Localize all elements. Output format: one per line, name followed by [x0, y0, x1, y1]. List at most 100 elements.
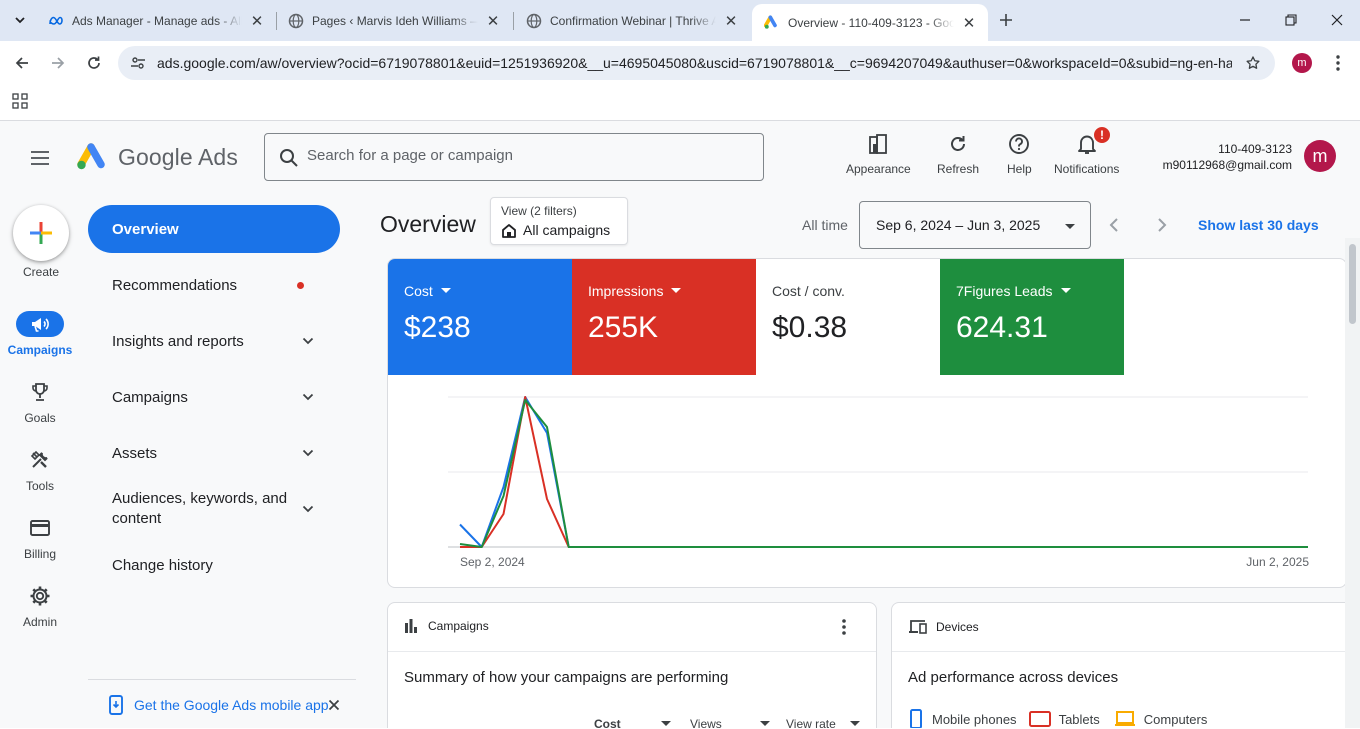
search-input[interactable] — [307, 147, 747, 164]
get-mobile-app-banner[interactable]: Get the Google Ads mobile app — [88, 679, 356, 729]
close-icon[interactable] — [328, 699, 340, 711]
tab-search-button[interactable] — [8, 8, 32, 32]
reload-button[interactable] — [80, 49, 108, 77]
appearance-icon — [866, 132, 890, 156]
new-tab-button[interactable] — [994, 8, 1018, 32]
nav-item-insights[interactable]: Insights and reports — [88, 317, 340, 365]
mobile-phone-icon — [109, 694, 123, 715]
metric-value: $238 — [404, 311, 471, 344]
rail-item-goals[interactable]: Goals — [0, 379, 80, 425]
help-button[interactable]: Help — [1007, 132, 1032, 176]
nav-item-label: Recommendations — [112, 276, 238, 294]
chevron-down-icon — [15, 17, 25, 24]
forward-button[interactable] — [44, 49, 72, 77]
main-content: Overview View (2 filters) All campaigns … — [356, 193, 1360, 728]
arrow-right-icon — [52, 57, 65, 69]
rail-item-billing[interactable]: Billing — [0, 515, 80, 561]
browser-tab-wordpress-pages[interactable]: Pages ‹ Marvis Ideh Williams — WordPress… — [276, 0, 512, 41]
nav-item-campaigns[interactable]: Campaigns — [88, 373, 340, 421]
restore-window-button[interactable] — [1268, 0, 1314, 40]
dropdown-arrow-icon — [759, 721, 770, 726]
dropdown-arrow-icon[interactable] — [440, 288, 451, 294]
date-range-picker[interactable]: Sep 6, 2024 – Jun 3, 2025 — [859, 201, 1091, 249]
close-tab-icon[interactable]: ✕ — [486, 12, 500, 30]
column-header-views[interactable]: Views — [690, 717, 786, 728]
browser-tab-google-ads-overview[interactable]: Overview - 110-409-3123 - Google Ads ✕ — [752, 4, 988, 41]
account-avatar[interactable]: m — [1304, 140, 1336, 172]
plus-icon — [30, 222, 52, 244]
column-header-view-rate[interactable]: View rate — [786, 717, 876, 728]
rail-label: Billing — [23, 547, 56, 561]
nav-item-assets[interactable]: Assets — [88, 429, 340, 477]
chevron-down-icon — [302, 393, 314, 401]
nav-item-change-history[interactable]: Change history — [88, 541, 340, 589]
notifications-button[interactable]: Notifications ! — [1054, 125, 1119, 176]
address-bar[interactable]: ads.google.com/aw/overview?ocid=67190788… — [118, 46, 1275, 80]
minimize-window-button[interactable] — [1222, 0, 1268, 40]
page-scrollbar[interactable] — [1345, 238, 1360, 728]
url-text[interactable]: ads.google.com/aw/overview?ocid=67190788… — [157, 55, 1232, 71]
nav-item-audiences[interactable]: Audiences, keywords, and content — [88, 483, 340, 535]
tab-title: Ads Manager - Manage ads - All campaigns — [72, 13, 242, 28]
close-tab-icon[interactable]: ✕ — [250, 12, 264, 30]
legend-label: Tablets — [1058, 711, 1100, 727]
card-heading: Ad performance across devices — [908, 669, 1119, 686]
previous-period-button[interactable] — [1102, 213, 1126, 237]
dropdown-arrow-icon — [1065, 224, 1075, 229]
next-period-button[interactable] — [1150, 213, 1174, 237]
close-tab-icon[interactable]: ✕ — [962, 14, 976, 32]
date-range-value: Sep 6, 2024 – Jun 3, 2025 — [876, 217, 1041, 233]
close-tab-icon[interactable]: ✕ — [724, 12, 738, 30]
google-ads-logo[interactable]: Google Ads — [76, 143, 238, 171]
metric-tile-cost[interactable]: Cost $238 — [388, 259, 572, 375]
appearance-button[interactable]: Appearance — [846, 132, 911, 176]
divider — [388, 651, 876, 652]
dropdown-arrow-icon[interactable] — [671, 288, 682, 294]
help-label: Help — [1007, 162, 1032, 176]
get-app-link[interactable]: Get the Google Ads mobile app — [134, 696, 329, 713]
bookmark-star-icon[interactable] — [1245, 55, 1261, 71]
site-settings-icon[interactable] — [130, 55, 146, 71]
search-box[interactable] — [264, 133, 764, 181]
x-tick-label-start: Sep 2, 2024 — [460, 555, 525, 569]
metric-label: 7Figures Leads — [956, 283, 1053, 299]
create-button[interactable] — [13, 205, 69, 261]
scrollbar-thumb[interactable] — [1349, 244, 1356, 324]
view-filter-label: View (2 filters) — [501, 204, 577, 218]
tablet-icon — [1028, 711, 1051, 727]
devices-legend: Mobile phones Tablets Computers — [908, 709, 1207, 728]
tab-title: Confirmation Webinar | Thrive Architect — [550, 13, 716, 28]
trophy-icon — [16, 379, 64, 405]
nav-item-recommendations[interactable]: Recommendations — [88, 261, 340, 309]
rail-label: Goals — [24, 411, 56, 425]
nav-item-overview[interactable]: Overview — [88, 205, 340, 253]
card-title: Devices — [936, 620, 979, 634]
rail-item-admin[interactable]: Admin — [0, 583, 80, 629]
rail-item-campaigns[interactable]: Campaigns — [0, 311, 80, 357]
main-menu-button[interactable] — [28, 146, 52, 170]
browser-tab-confirmation-webinar[interactable]: Confirmation Webinar | Thrive Architect … — [514, 0, 750, 41]
more-vert-icon[interactable] — [842, 619, 846, 635]
tab-title: Pages ‹ Marvis Ideh Williams — WordPress — [312, 13, 478, 28]
metric-tile-cost-per-conv[interactable]: Cost / conv. $0.38 — [756, 259, 940, 375]
metric-value: 624.31 — [956, 311, 1048, 344]
account-id: 110-409-3123 — [1218, 142, 1292, 156]
metric-tile-impressions[interactable]: Impressions 255K — [572, 259, 756, 375]
browser-tab-ads-manager[interactable]: Ads Manager - Manage ads - All campaigns… — [36, 0, 276, 41]
close-window-button[interactable] — [1314, 0, 1360, 40]
back-button[interactable] — [8, 49, 36, 77]
apps-grid-icon[interactable] — [12, 93, 28, 109]
browser-profile-avatar[interactable]: m — [1292, 53, 1312, 73]
column-header-cost[interactable]: Cost — [594, 717, 690, 728]
browser-menu-button[interactable] — [1324, 49, 1352, 77]
chevron-down-icon — [302, 337, 314, 345]
show-last-30-days-link[interactable]: Show last 30 days — [1198, 217, 1319, 233]
arrow-left-icon — [15, 57, 28, 69]
account-info[interactable]: 110-409-3123 m90112968@gmail.com — [1163, 141, 1292, 173]
refresh-button[interactable]: Refresh — [937, 132, 979, 176]
devices-card: Devices Ad performance across devices Mo… — [891, 602, 1360, 728]
dropdown-arrow-icon[interactable] — [1060, 288, 1071, 294]
metric-tile-7figures-leads[interactable]: 7Figures Leads 624.31 — [940, 259, 1124, 375]
view-filter-selector[interactable]: View (2 filters) All campaigns — [490, 197, 628, 245]
rail-item-tools[interactable]: Tools — [0, 447, 80, 493]
